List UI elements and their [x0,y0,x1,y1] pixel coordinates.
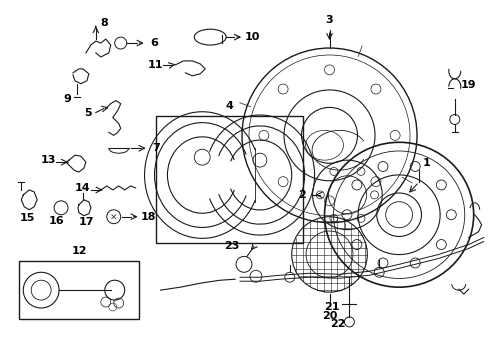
Text: 9: 9 [63,94,71,104]
Text: 14: 14 [75,183,91,193]
Text: 17: 17 [79,217,95,227]
Text: 12: 12 [71,247,86,256]
Text: 19: 19 [460,80,476,90]
Text: 20: 20 [321,311,337,321]
Text: 15: 15 [20,213,35,223]
Text: 10: 10 [244,32,259,42]
Text: 22: 22 [329,319,345,329]
Text: 2: 2 [297,190,305,200]
Text: 21: 21 [323,302,339,312]
Text: 7: 7 [152,143,160,153]
Text: 11: 11 [147,60,163,70]
Text: 3: 3 [325,15,333,25]
Text: 4: 4 [224,100,233,111]
Text: 6: 6 [150,38,158,48]
Text: 1: 1 [422,158,430,168]
Text: 23: 23 [224,242,239,252]
Bar [19,261,138,319]
Text: 8: 8 [100,18,107,28]
Text: 18: 18 [141,212,156,222]
Text: 13: 13 [41,155,56,165]
Text: 5: 5 [84,108,92,117]
Text: 16: 16 [48,216,64,226]
Bar [155,116,302,243]
